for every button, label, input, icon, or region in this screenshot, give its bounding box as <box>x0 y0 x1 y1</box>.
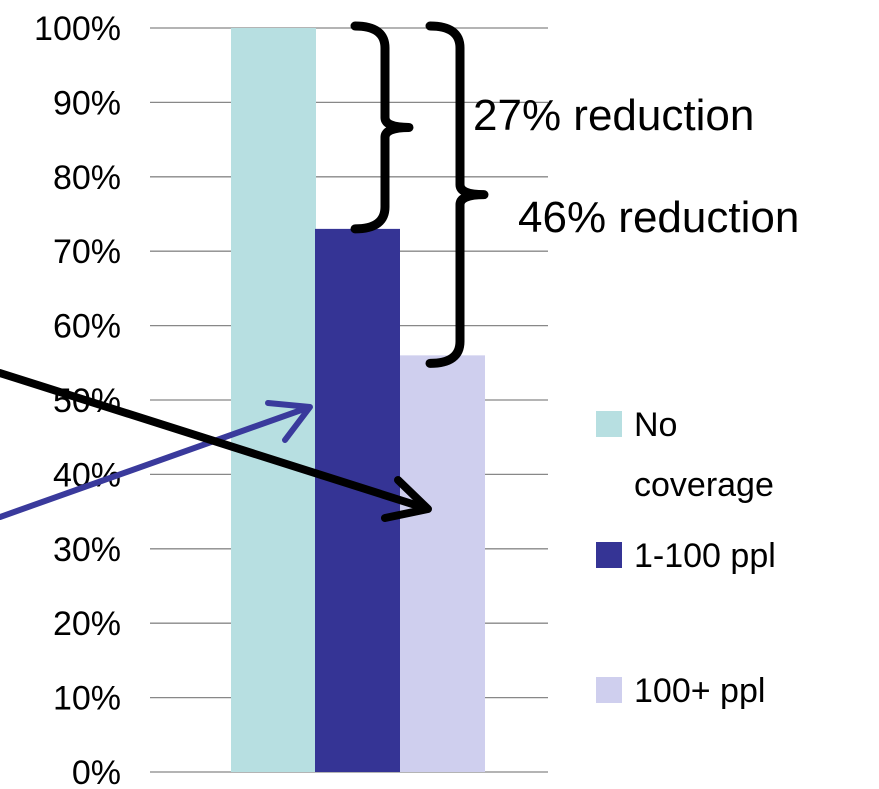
annotation-46-reduction: 46% reduction <box>518 193 799 242</box>
legend-swatch <box>596 411 622 437</box>
bar <box>400 355 485 772</box>
reduction-annotations: 27% reduction 46% reduction <box>473 91 799 242</box>
y-tick-label: 80% <box>53 159 121 197</box>
y-tick-label: 90% <box>53 84 121 122</box>
y-tick-label: 100% <box>34 10 121 48</box>
legend-label: No <box>634 406 677 444</box>
bar <box>231 28 316 772</box>
annotation-27-reduction: 27% reduction <box>473 91 754 140</box>
legend-label: coverage <box>634 466 774 504</box>
blue-arrow-shaft <box>0 405 310 520</box>
black-arrow-head <box>381 476 432 522</box>
y-tick-label: 10% <box>53 680 121 718</box>
pointer-arrows <box>0 369 432 522</box>
y-tick-label: 20% <box>53 605 121 643</box>
legend-swatch <box>596 677 622 703</box>
legend-swatch <box>596 542 622 568</box>
y-tick-label: 30% <box>53 531 121 569</box>
reduction-braces <box>350 21 489 368</box>
y-axis-tick-labels: 0%10%20%30%40%50%60%70%80%90%100% <box>34 10 121 789</box>
black-arrow-shaft <box>0 369 429 512</box>
blue-arrow-head <box>265 400 313 443</box>
legend: No coverage 1-100 ppl 100+ ppl <box>596 406 776 710</box>
bars <box>231 28 485 772</box>
legend-label: 100+ ppl <box>634 672 765 710</box>
brace-46 <box>425 21 489 368</box>
y-tick-label: 0% <box>72 754 121 789</box>
brace-27 <box>350 21 414 234</box>
legend-label: 1-100 ppl <box>634 537 776 575</box>
y-tick-label: 70% <box>53 233 121 271</box>
bar <box>315 228 400 772</box>
y-tick-label: 60% <box>53 308 121 346</box>
